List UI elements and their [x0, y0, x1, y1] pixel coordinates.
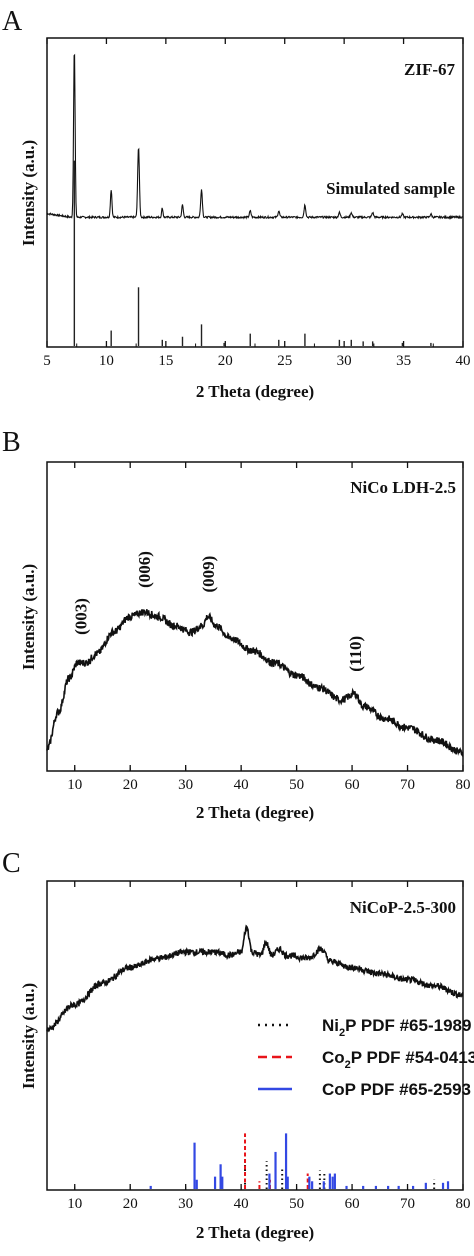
- panel-b-series: [46, 609, 464, 757]
- label-nicop: NiCoP-2.5-300: [350, 898, 456, 917]
- panel-a-letter: A: [2, 6, 23, 37]
- legend-text-rest: P PDF #65-1989: [345, 1016, 471, 1035]
- panel-a-xlabel: 2 Theta (degree): [196, 382, 314, 401]
- x-tick-label: 70: [400, 777, 415, 793]
- panel-b-xlabel: 2 Theta (degree): [196, 803, 314, 822]
- legend-text-main: Co: [322, 1048, 345, 1067]
- x-tick-label: 20: [218, 353, 233, 369]
- series-line-nicop-2-5-300: [46, 924, 464, 1033]
- panel-a-series: [46, 53, 464, 346]
- panel-c: C NiCoP-2.5-300 2 Theta (degree) Intensi…: [2, 848, 474, 1242]
- panel-c-xlabel: 2 Theta (degree): [196, 1223, 314, 1242]
- panel-c-ticks: 10 20 30 40 50 60 70 80: [67, 881, 471, 1212]
- x-tick-label: 80: [456, 777, 471, 793]
- x-tick-label: 25: [277, 353, 292, 369]
- label-zif-67: ZIF-67: [404, 60, 456, 79]
- x-tick-label: 30: [178, 777, 193, 793]
- peak-label: (009): [199, 556, 218, 593]
- x-tick-label: 10: [67, 777, 82, 793]
- x-tick-label: 70: [400, 1196, 415, 1212]
- x-tick-label: 30: [178, 1196, 193, 1212]
- legend-entry: CoP PDF #65-2593: [322, 1080, 471, 1099]
- legend-entry: Co2P PDF #54-0413: [322, 1048, 474, 1071]
- panel-b-frame: [46, 461, 464, 772]
- panel-b: B NiCo LDH-2.5 2 Theta (degree) Intensit…: [2, 427, 471, 822]
- x-tick-label: 40: [234, 777, 249, 793]
- x-tick-label: 30: [337, 353, 352, 369]
- x-tick-label: 15: [158, 353, 173, 369]
- series-line-nico-ldh-2-5: [46, 609, 464, 757]
- x-tick-label: 10: [99, 353, 114, 369]
- label-nico-ldh: NiCo LDH-2.5: [350, 478, 456, 497]
- panel-b-annotations: (003) (006) (009) (110): [71, 551, 365, 672]
- panel-a: A ZIF-67 Simulated sample 2 Theta (degre…: [2, 6, 471, 401]
- legend-text-rest: P PDF #54-0413: [351, 1048, 474, 1067]
- peak-label: (003): [71, 598, 90, 635]
- panel-c-letter: C: [2, 848, 21, 879]
- x-tick-label: 50: [289, 1196, 304, 1212]
- legend-text-sub: 2: [345, 1059, 351, 1071]
- legend-text-main: Ni: [322, 1016, 339, 1035]
- panel-c-frame: [46, 880, 464, 1191]
- panel-b-letter: B: [2, 427, 21, 458]
- label-simulated-sample: Simulated sample: [326, 179, 455, 198]
- peak-label: (110): [346, 636, 365, 672]
- peak-label: (006): [135, 551, 154, 588]
- legend-text-sub: 2: [339, 1027, 345, 1039]
- x-tick-label: 20: [123, 777, 138, 793]
- panel-a-ylabel: Intensity (a.u.): [19, 140, 38, 246]
- x-tick-label: 60: [345, 1196, 360, 1212]
- legend-text-main: CoP PDF #65-2593: [322, 1080, 471, 1099]
- panel-b-ylabel: Intensity (a.u.): [19, 564, 38, 670]
- panel-c-series: [46, 924, 464, 1189]
- x-tick-label: 20: [123, 1196, 138, 1212]
- x-tick-label: 5: [43, 353, 51, 369]
- panel-c-ylabel: Intensity (a.u.): [19, 983, 38, 1089]
- x-tick-label: 40: [234, 1196, 249, 1212]
- series-line-zif-67: [46, 53, 464, 220]
- x-tick-label: 80: [456, 1196, 471, 1212]
- x-tick-label: 60: [345, 777, 360, 793]
- legend-entry: Ni2P PDF #65-1989: [322, 1016, 471, 1039]
- x-tick-label: 10: [67, 1196, 82, 1212]
- x-tick-label: 50: [289, 777, 304, 793]
- x-tick-label: 40: [456, 353, 471, 369]
- panel-a-ticks: 5 10 15 20 25 30 35 40: [43, 38, 471, 369]
- x-tick-label: 35: [396, 353, 411, 369]
- panel-b-ticks: 10 20 30 40 50 60 70 80: [67, 462, 471, 793]
